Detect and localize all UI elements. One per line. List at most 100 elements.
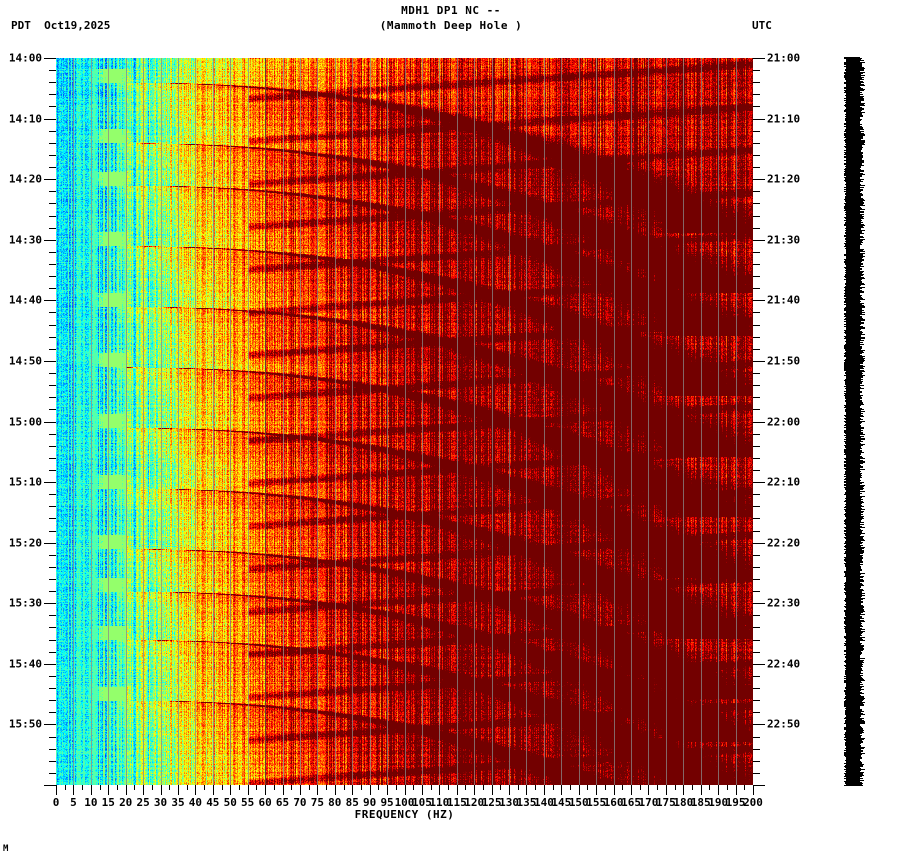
- left-axis-minor-tick: [49, 506, 56, 508]
- frequency-tick-label: 0: [52, 796, 60, 809]
- frequency-minor-tick: [709, 785, 711, 790]
- right-axis-time-label: 22:20: [767, 536, 801, 550]
- frequency-minor-tick: [308, 785, 310, 790]
- frequency-tick-label: 165: [621, 796, 641, 809]
- frequency-major-tick: [700, 785, 702, 795]
- frequency-major-tick: [491, 785, 493, 795]
- left-axis-time-label: 15:30: [8, 596, 42, 610]
- right-axis-minor-tick: [753, 106, 760, 108]
- right-axis-minor-tick: [753, 82, 760, 84]
- frequency-tick-label: 135: [516, 796, 537, 809]
- left-axis-minor-tick: [49, 191, 56, 193]
- left-axis-minor-tick: [49, 397, 56, 399]
- right-axis-minor-tick: [753, 554, 760, 556]
- frequency-minor-tick: [430, 785, 432, 790]
- frequency-minor-tick: [378, 785, 380, 790]
- left-axis-minor-tick: [49, 433, 56, 435]
- left-axis-minor-tick: [49, 385, 56, 387]
- right-axis-major-tick: [753, 58, 765, 59]
- spectrogram-image: [56, 58, 753, 785]
- frequency-major-tick: [683, 785, 685, 795]
- frequency-major-tick: [718, 785, 720, 795]
- frequency-major-tick: [90, 785, 92, 795]
- frequency-tick-label: 195: [725, 796, 746, 809]
- frequency-tick-label: 35: [171, 796, 185, 809]
- right-axis-minor-tick: [753, 385, 760, 387]
- left-axis-minor-tick: [49, 94, 56, 96]
- frequency-tick-label: 105: [411, 796, 432, 809]
- frequency-tick-label: 45: [206, 796, 220, 809]
- left-axis-major-tick: [44, 118, 56, 120]
- frequency-major-tick: [282, 785, 284, 795]
- right-axis-time-label: 22:00: [767, 415, 801, 428]
- frequency-axis-label: FREQUENCY (HZ): [354, 808, 455, 821]
- amplitude-trace-bar: [843, 57, 867, 786]
- right-axis-minor-tick: [753, 457, 760, 459]
- frequency-tick-label: 15: [101, 796, 115, 809]
- right-axis-minor-tick: [753, 142, 760, 144]
- left-axis-minor-tick: [49, 518, 56, 520]
- left-axis-minor-tick: [49, 712, 56, 714]
- left-axis-time-label: 14:50: [8, 354, 42, 368]
- right-axis-minor-tick: [753, 227, 760, 229]
- left-axis-minor-tick: [49, 736, 56, 738]
- frequency-major-tick: [108, 785, 110, 795]
- frequency-major-tick: [543, 785, 545, 795]
- right-axis-minor-tick: [753, 191, 760, 193]
- frequency-minor-tick: [326, 785, 328, 790]
- right-axis-major-tick: [753, 663, 765, 665]
- right-axis-time-label: 21:30: [767, 233, 801, 247]
- frequency-tick-label: 40: [188, 796, 203, 809]
- left-axis-minor-tick: [49, 579, 56, 581]
- frequency-major-tick: [613, 785, 615, 795]
- left-axis-minor-tick: [49, 627, 56, 629]
- spectrogram-plot[interactable]: [56, 58, 753, 785]
- left-axis-time-label: 14:20: [8, 172, 42, 186]
- frequency-tick-label: 175: [655, 796, 676, 809]
- frequency-tick-label: 30: [153, 796, 168, 809]
- left-axis-minor-tick: [49, 675, 56, 677]
- frequency-major-tick: [561, 785, 563, 795]
- right-axis-minor-tick: [753, 506, 760, 508]
- left-axis-minor-tick: [49, 760, 56, 762]
- frequency-tick-label: 190: [708, 796, 729, 809]
- left-axis-minor-tick: [49, 154, 56, 156]
- frequency-major-tick: [456, 785, 458, 795]
- frequency-major-tick: [439, 785, 441, 795]
- left-axis-minor-tick: [49, 336, 56, 338]
- frequency-minor-tick: [517, 785, 519, 790]
- left-axis-minor-tick: [49, 445, 56, 447]
- frequency-major-tick: [735, 785, 737, 795]
- right-axis-minor-tick: [753, 712, 760, 714]
- right-axis-time-label: 21:50: [767, 354, 801, 368]
- frequency-minor-tick: [238, 785, 240, 790]
- frequency-minor-tick: [726, 785, 728, 790]
- left-axis-minor-tick: [49, 324, 56, 326]
- frequency-minor-tick: [674, 785, 676, 790]
- left-axis-minor-tick: [49, 530, 56, 532]
- left-axis-minor-tick: [49, 106, 56, 108]
- frequency-minor-tick: [587, 785, 589, 790]
- right-axis-major-tick: [753, 785, 765, 786]
- station-title: MDH1 DP1 NC --: [401, 4, 501, 17]
- right-axis-minor-tick: [753, 154, 760, 156]
- left-axis-minor-tick: [49, 276, 56, 278]
- left-axis-minor-tick: [49, 566, 56, 568]
- right-axis-time-label: 22:30: [767, 596, 801, 610]
- left-axis-minor-tick: [49, 373, 56, 375]
- frequency-major-tick: [526, 785, 528, 795]
- right-axis-minor-tick: [753, 433, 760, 435]
- right-axis-minor-tick: [753, 579, 760, 581]
- left-axis-time-label: 15:40: [8, 657, 42, 671]
- frequency-minor-tick: [570, 785, 572, 790]
- right-axis-minor-tick: [753, 397, 760, 399]
- right-axis-minor-tick: [753, 530, 760, 532]
- right-axis-minor-tick: [753, 203, 760, 205]
- frequency-tick-label: 115: [446, 796, 467, 809]
- frequency-major-tick: [631, 785, 633, 795]
- right-axis-major-tick: [753, 239, 765, 241]
- frequency-tick-label: 65: [275, 796, 290, 809]
- frequency-minor-tick: [186, 785, 188, 790]
- frequency-major-tick: [247, 785, 249, 795]
- left-axis-minor-tick: [49, 591, 56, 593]
